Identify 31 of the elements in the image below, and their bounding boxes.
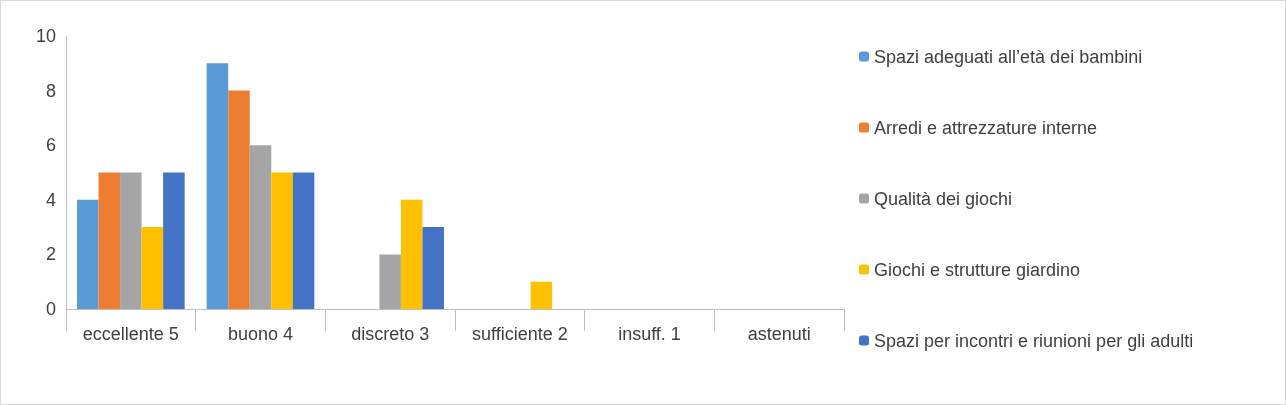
y-tick-label: 8 (45, 80, 56, 101)
x-tick-label: astenuti (747, 323, 811, 344)
x-tick-label: discreto 3 (351, 323, 430, 344)
bar (120, 172, 142, 309)
legend-label: Qualità dei giochi (874, 188, 1013, 209)
legend-label: Arredi e attrezzature interne (874, 117, 1098, 138)
bar (422, 227, 444, 309)
y-tick-label: 4 (45, 189, 56, 210)
bar (379, 254, 401, 309)
x-tick-label: sufficiente 2 (471, 323, 568, 344)
x-tick-label: eccellente 5 (82, 323, 179, 344)
bar (163, 172, 185, 309)
x-tick-label: insuff. 1 (618, 323, 681, 344)
bar (206, 63, 229, 309)
legend-label: Spazi per incontri e riunioni per gli adulti (874, 330, 1194, 351)
bar (249, 145, 272, 309)
bar (400, 199, 423, 309)
bar (530, 281, 553, 309)
y-tick-label: 6 (45, 135, 56, 156)
legend-label: Giochi e strutture giardino (874, 259, 1081, 280)
bar (141, 227, 164, 309)
bar (292, 172, 315, 309)
legend-label: Spazi adeguati all’età dei bambini (874, 46, 1143, 67)
y-tick-label: 0 (45, 299, 56, 319)
bar (98, 172, 121, 309)
bar (228, 90, 250, 309)
x-tick-label: buono 4 (227, 323, 294, 344)
y-tick-label: 2 (45, 244, 56, 265)
y-tick-label: 10 (35, 26, 56, 46)
bar (77, 199, 99, 309)
bar (271, 172, 293, 309)
